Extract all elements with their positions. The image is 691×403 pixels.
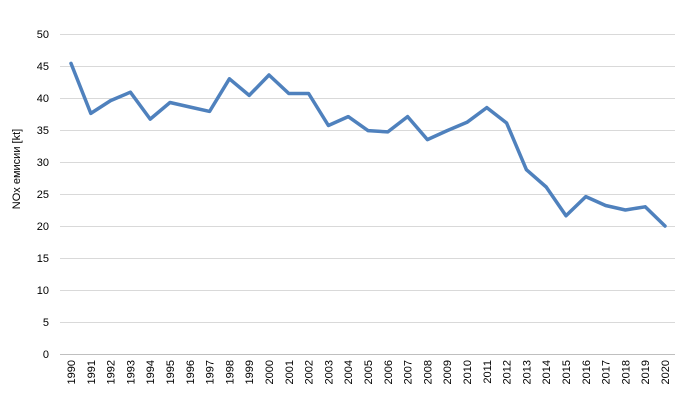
x-tick-label: 2015 [561, 360, 573, 384]
x-tick-label: 2017 [601, 360, 613, 384]
data-point [425, 138, 429, 142]
data-point [465, 120, 469, 124]
y-tick-label: 40 [37, 93, 49, 105]
x-tick-label: 1998 [224, 360, 236, 384]
data-point [227, 77, 231, 81]
x-tick-label: 2008 [422, 360, 434, 384]
data-point [524, 168, 528, 172]
data-point [188, 105, 192, 109]
x-tick-label: 1992 [106, 360, 118, 384]
x-tick-label: 1995 [165, 360, 177, 384]
y-tick-label: 35 [37, 125, 49, 137]
x-tick-label: 2001 [284, 360, 296, 384]
data-point [386, 130, 390, 134]
data-point [623, 208, 627, 212]
data-point [604, 204, 608, 207]
x-tick-label: 1991 [86, 360, 98, 384]
x-tick-label: 2009 [442, 360, 454, 384]
x-tick-label: 2000 [264, 360, 276, 384]
y-tick-label: 25 [37, 189, 49, 201]
data-point [564, 214, 568, 218]
y-tick-label: 30 [37, 157, 49, 169]
x-tick-label: 2010 [462, 360, 474, 384]
data-point [584, 195, 588, 199]
data-point [663, 224, 667, 228]
data-point [148, 117, 152, 121]
data-point [128, 90, 132, 94]
series-layer [69, 61, 667, 228]
x-tick-label: 1999 [244, 360, 256, 384]
y-tick-label: 5 [43, 317, 49, 329]
x-tick-labels: 1990 1991 1992 1993 1994 1995 1996 1997 1998 1999… [66, 360, 672, 384]
x-tick-label: 2006 [383, 360, 395, 384]
x-tick-label: 2005 [363, 360, 375, 384]
x-tick-label: 2011 [482, 360, 494, 384]
data-point [267, 73, 271, 77]
x-tick-label: 1997 [205, 360, 217, 384]
x-tick-label: 2012 [502, 360, 514, 384]
data-point [544, 185, 548, 189]
data-point [326, 124, 330, 127]
x-tick-label: 1990 [66, 360, 78, 384]
data-point [168, 101, 172, 104]
x-tick-label: 2020 [660, 360, 672, 384]
data-point [208, 109, 212, 113]
data-point [643, 205, 647, 209]
x-tick-label: 2014 [541, 360, 553, 384]
x-tick-label: 1994 [145, 360, 157, 384]
data-point [109, 99, 113, 103]
data-point [69, 61, 73, 65]
x-tick-label: 2018 [620, 360, 632, 384]
x-tick-label: 2003 [323, 360, 335, 384]
x-tick-label: 2007 [403, 360, 415, 384]
x-tick-label: 1996 [185, 360, 197, 384]
x-tick-label: 2002 [304, 360, 316, 384]
data-point [485, 106, 489, 110]
y-axis-title: NOx емисии [kt] [11, 129, 23, 209]
x-tick-label: 2004 [343, 360, 355, 384]
x-tick-label: 2016 [581, 360, 593, 384]
gridlines [60, 34, 675, 323]
y-tick-label: 15 [37, 253, 49, 265]
x-tick-label: 2013 [521, 360, 533, 384]
y-tick-label: 10 [37, 285, 49, 297]
x-tick-label: 2019 [640, 360, 652, 384]
y-tick-label: 0 [43, 349, 49, 361]
data-point [307, 92, 311, 95]
data-point [247, 93, 251, 97]
y-tick-labels: 0 5 10 15 20 25 30 35 40 45 50 [37, 29, 49, 361]
data-point [287, 92, 291, 95]
y-tick-label: 50 [37, 29, 49, 41]
data-point [406, 115, 410, 119]
y-tick-label: 45 [37, 61, 49, 73]
data-point [445, 129, 449, 133]
y-tick-label: 20 [37, 221, 49, 233]
data-point [366, 129, 370, 133]
series-line [69, 61, 667, 228]
x-tick-label: 1993 [125, 360, 137, 384]
data-point [89, 111, 93, 115]
data-point [505, 121, 509, 125]
data-point [346, 115, 350, 119]
